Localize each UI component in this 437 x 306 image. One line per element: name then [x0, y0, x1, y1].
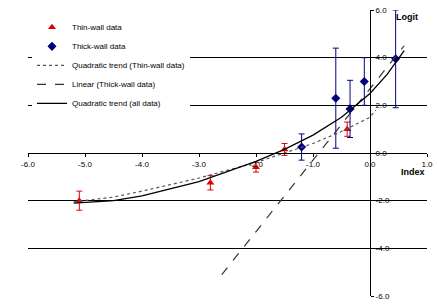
- svg-text:-5.0: -5.0: [78, 160, 92, 169]
- svg-text:Index: Index: [401, 167, 425, 177]
- svg-text:Thick-wall data: Thick-wall data: [72, 42, 126, 51]
- svg-text:Thin-wall data: Thin-wall data: [72, 23, 122, 32]
- svg-text:-4.0: -4.0: [135, 160, 149, 169]
- svg-text:6.0: 6.0: [376, 6, 388, 15]
- svg-text:Quadratic trend (all data): Quadratic trend (all data): [72, 99, 161, 108]
- svg-text:0.0: 0.0: [364, 160, 376, 169]
- svg-text:-2.0: -2.0: [376, 196, 390, 205]
- svg-text:4.0: 4.0: [376, 53, 388, 62]
- svg-text:0.0: 0.0: [376, 149, 388, 158]
- svg-text:2.0: 2.0: [376, 101, 388, 110]
- svg-text:-6.0: -6.0: [21, 160, 35, 169]
- svg-text:-3.0: -3.0: [192, 160, 206, 169]
- svg-text:Linear (Thick-wall data): Linear (Thick-wall data): [72, 80, 155, 89]
- svg-text:-6.0: -6.0: [376, 292, 390, 301]
- svg-text:-1.0: -1.0: [306, 160, 320, 169]
- svg-text:-2.0: -2.0: [249, 160, 263, 169]
- svg-text:Quadratic trend (Thin-wall dat: Quadratic trend (Thin-wall data): [72, 61, 185, 70]
- svg-text:1.0: 1.0: [421, 160, 433, 169]
- svg-text:Logit: Logit: [396, 12, 418, 22]
- svg-text:-4.0: -4.0: [376, 244, 390, 253]
